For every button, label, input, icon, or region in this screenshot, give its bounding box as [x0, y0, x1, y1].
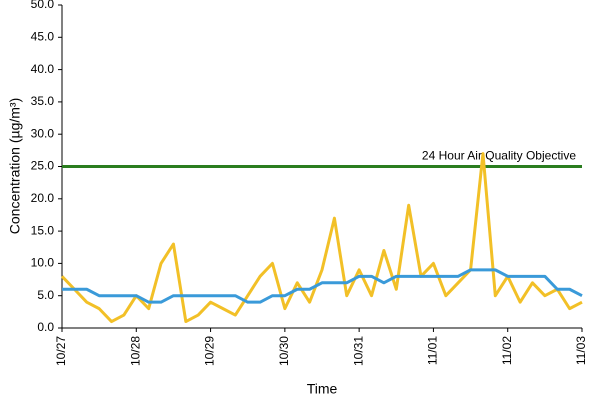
x-tick-label: 10/29: [203, 336, 217, 366]
y-tick-label: 15.0: [31, 223, 55, 237]
x-tick-label: 10/28: [128, 336, 142, 366]
x-tick-label: 11/01: [426, 336, 440, 365]
x-tick-label: 10/31: [351, 336, 365, 366]
y-tick-label: 10.0: [31, 256, 55, 270]
y-tick-label: 0.0: [37, 320, 54, 334]
y-tick-label: 40.0: [31, 62, 55, 76]
x-axis-label: Time: [307, 381, 338, 397]
x-tick-label: 10/27: [54, 336, 68, 366]
y-tick-label: 5.0: [37, 288, 54, 302]
y-tick-label: 50.0: [31, 0, 55, 11]
series-line: [60, 152, 583, 324]
x-tick-label: 10/30: [277, 336, 291, 366]
y-tick-label: 20.0: [31, 191, 55, 205]
x-tick-label: 11/03: [574, 336, 588, 365]
x-tick-label: 11/02: [500, 336, 514, 365]
y-tick-label: 35.0: [31, 94, 55, 108]
y-tick-label: 45.0: [31, 29, 55, 43]
series-line: [62, 268, 583, 304]
y-axis-label: Concentration (µg/m³): [7, 98, 23, 234]
y-tick-label: 30.0: [31, 126, 55, 140]
y-tick-label: 25.0: [31, 159, 55, 173]
objective-label: 24 Hour Air Quality Objective: [422, 149, 576, 163]
